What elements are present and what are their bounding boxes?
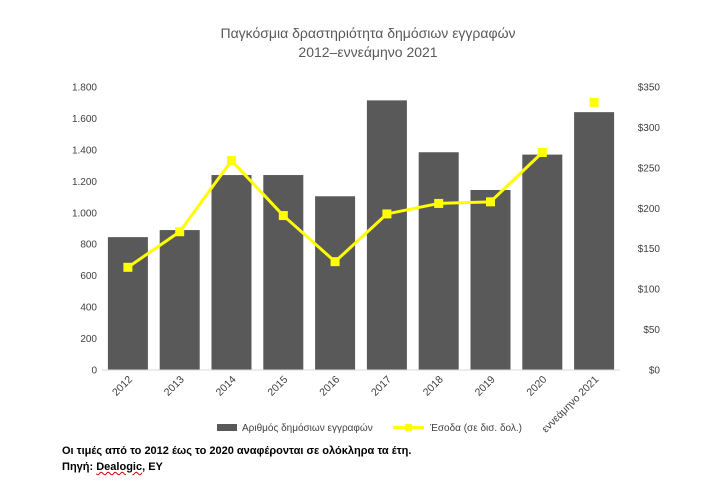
left-tick-label: 600 <box>80 271 97 282</box>
revenue-point <box>330 257 340 267</box>
left-y-axis: 0 200 400 600 800 1.000 1.200 1.400 1.600 1.800 <box>72 83 97 377</box>
revenue-point <box>434 198 444 208</box>
bar <box>470 189 511 370</box>
revenue-point <box>227 156 236 166</box>
left-tick-label: 1.400 <box>72 145 97 156</box>
x-tick-label: 2012 <box>110 374 135 399</box>
legend-line-marker <box>405 424 412 431</box>
revenue-point <box>123 262 133 272</box>
left-tick-label: 1.200 <box>72 177 97 188</box>
legend-bar-swatch <box>217 424 237 431</box>
right-tick-label: $50 <box>643 325 660 336</box>
legend: Αριθμός δημόσιων εγγραφών Έσοδα (σε δισ.… <box>217 422 522 434</box>
revenue-point <box>537 147 547 157</box>
ipo-chart: Παγκόσμια δραστηριότητα δημόσιων εγγραφώ… <box>72 25 661 436</box>
x-tick-label: 2019 <box>473 374 498 399</box>
line-series <box>123 97 599 272</box>
chart-title-line-2: 2012–εννεάμηνο 2021 <box>298 44 437 60</box>
right-tick-label: $200 <box>638 204 661 215</box>
source-suffix: , EY <box>142 461 163 473</box>
left-tick-label: 200 <box>80 334 97 345</box>
left-tick-label: 0 <box>91 366 97 377</box>
x-tick-label: 2013 <box>162 374 187 399</box>
right-tick-label: $300 <box>638 123 661 134</box>
source-name: Dealogic <box>96 461 143 473</box>
x-tick-label: 2015 <box>265 374 290 399</box>
legend-bar-label: Αριθμός δημόσιων εγγραφών <box>242 422 373 434</box>
bar <box>418 152 459 370</box>
right-y-axis: $0 $50 $100 $150 $200 $250 $300 $350 <box>638 83 661 377</box>
bar <box>211 175 252 370</box>
bar <box>366 100 407 370</box>
x-tick-label: εννεάμηνο 2021 <box>540 374 602 436</box>
revenue-point <box>278 211 288 221</box>
left-tick-label: 1.000 <box>72 208 97 219</box>
x-tick-label: 2020 <box>524 374 549 399</box>
revenue-point <box>175 227 185 237</box>
left-tick-label: 1.600 <box>72 114 97 125</box>
right-tick-label: $150 <box>638 244 661 255</box>
right-tick-label: $100 <box>638 285 661 296</box>
revenue-point <box>589 97 599 107</box>
revenue-point <box>486 197 495 207</box>
bar <box>522 154 563 370</box>
footnote-source: Πηγή: Dealogic, EY <box>62 461 163 473</box>
left-tick-label: 400 <box>80 303 97 314</box>
revenue-point <box>382 209 392 219</box>
x-tick-label: 2017 <box>369 374 394 399</box>
footnote-scope: Οι τιμές από το 2012 έως το 2020 αναφέρο… <box>62 445 412 457</box>
legend-line-label: Έσοδα (σε δισ. δολ.) <box>429 423 522 434</box>
bar <box>315 196 356 370</box>
left-tick-label: 1.800 <box>72 83 97 94</box>
source-prefix: Πηγή: <box>62 461 97 473</box>
x-tick-label: 2014 <box>214 374 239 399</box>
right-tick-label: $350 <box>638 83 661 94</box>
x-tick-label: 2018 <box>421 374 446 399</box>
x-tick-label: 2016 <box>317 374 342 399</box>
bar <box>263 175 304 370</box>
bar <box>159 230 200 370</box>
right-tick-label: $0 <box>649 366 661 377</box>
bar <box>574 112 615 371</box>
bar-series <box>107 100 615 371</box>
chart-title-line-1: Παγκόσμια δραστηριότητα δημόσιων εγγραφώ… <box>220 25 515 41</box>
right-tick-label: $250 <box>638 163 661 174</box>
left-tick-label: 800 <box>80 240 97 251</box>
